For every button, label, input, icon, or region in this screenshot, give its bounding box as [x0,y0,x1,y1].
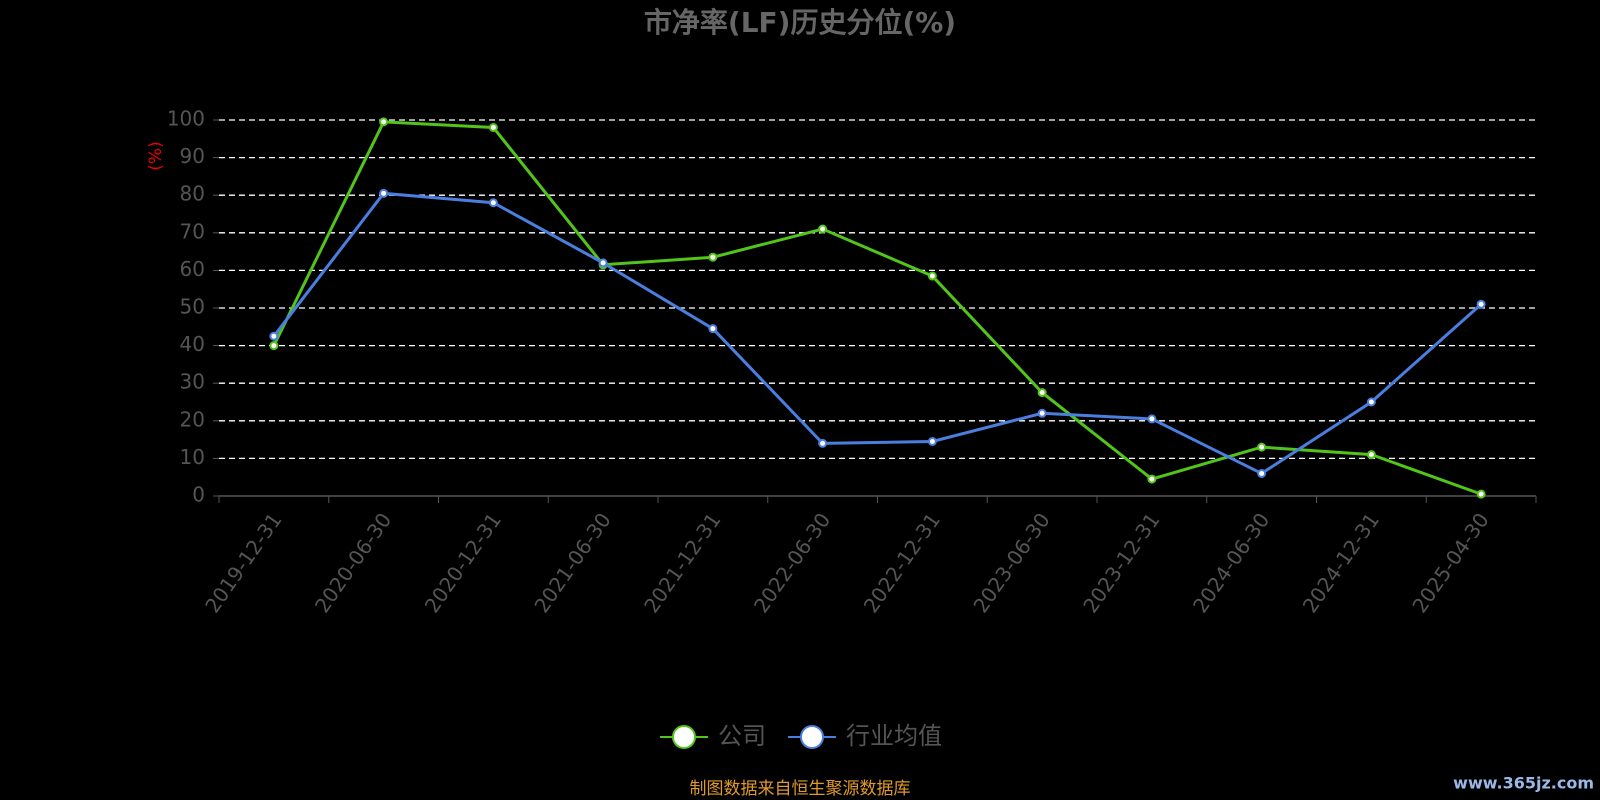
watermark: www.365jz.com [1453,774,1594,793]
series-line [272,120,1482,496]
x-tick-label: 2024-06-30 [1188,508,1274,617]
legend-marker[interactable] [800,725,824,749]
data-point [708,252,718,262]
data-point [1476,299,1486,309]
y-tick-label: 50 [180,295,205,319]
y-tick-label: 100 [167,107,205,131]
y-tick-label: 0 [192,483,205,507]
chart-title: 市净率(LF)历史分位(%) [644,6,956,39]
data-point [927,271,937,281]
data-point [1476,489,1486,499]
y-tick-label: 30 [180,370,205,394]
data-point [1147,414,1157,424]
x-tick-label: 2023-12-31 [1078,508,1164,617]
data-point [818,224,828,234]
data-point [269,331,279,341]
y-tick-label: 90 [180,144,205,168]
data-point [488,198,498,208]
y-tick-label: 40 [180,332,205,356]
data-point [488,123,498,133]
y-tick-label: 70 [180,219,205,243]
x-tick-label: 2019-12-31 [200,508,286,617]
legend-label[interactable]: 公司 [718,722,766,750]
data-point [1257,468,1267,478]
series-line [272,191,1483,476]
data-point [1366,397,1376,407]
data-point [1366,450,1376,460]
y-tick-label: 80 [180,182,205,206]
x-tick-label: 2020-12-31 [420,508,506,617]
x-tick-label: 2020-06-30 [310,508,396,617]
data-point [1037,388,1047,398]
legend-label[interactable]: 行业均值 [846,722,942,750]
data-point [818,438,828,448]
data-point [598,258,608,268]
source-note: 制图数据来自恒生聚源数据库 [690,779,911,799]
legend-marker[interactable] [672,725,696,749]
data-point [269,341,279,351]
data-point [708,324,718,334]
data-point [1147,474,1157,484]
x-tick-label: 2024-12-31 [1298,508,1384,617]
x-tick-label: 2021-12-31 [639,508,725,617]
x-tick-label: 2023-06-30 [968,508,1054,617]
data-point [1037,408,1047,418]
x-tick-label: 2022-06-30 [749,508,835,617]
x-tick-label: 2022-12-31 [859,508,945,617]
y-axis-label: (%) [146,141,166,170]
data-point [379,188,389,198]
data-point [1257,442,1267,452]
y-tick-label: 60 [180,257,205,281]
y-tick-label: 10 [180,445,205,469]
data-point [379,117,389,127]
x-tick-label: 2021-06-30 [529,508,615,617]
data-point [927,436,937,446]
x-tick-label: 2025-04-30 [1407,508,1493,617]
y-tick-label: 20 [180,407,205,431]
